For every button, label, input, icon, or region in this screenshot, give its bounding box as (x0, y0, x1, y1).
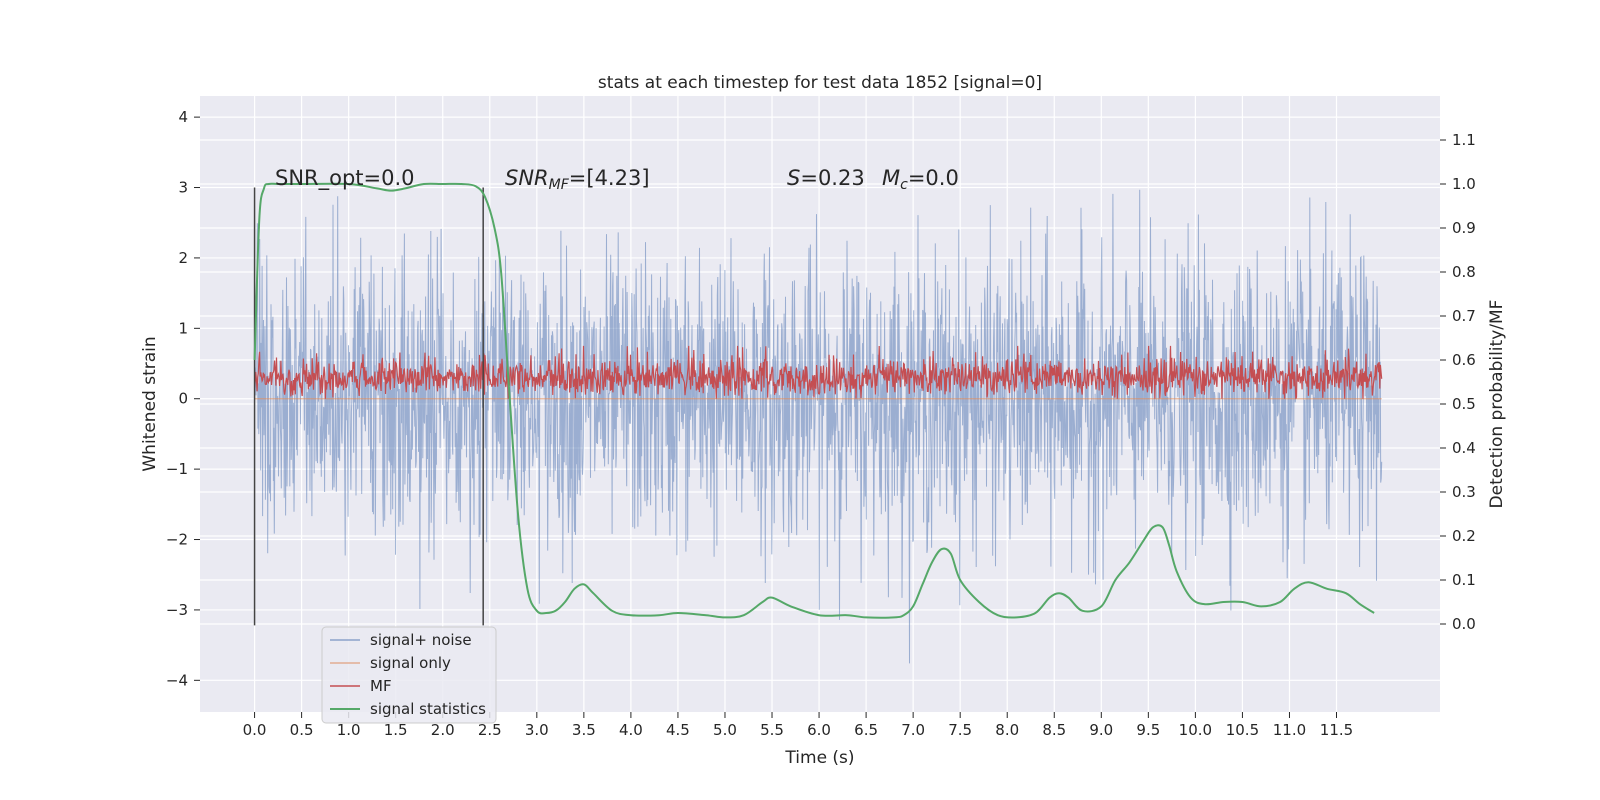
x-tick-label: 11.0 (1273, 721, 1306, 739)
y-right-tick-label: 0.9 (1452, 219, 1476, 237)
legend-label-signal-statistics: signal statistics (370, 700, 486, 718)
x-tick-label: 8.0 (995, 721, 1019, 739)
y-right-tick-label: 0.6 (1452, 351, 1476, 369)
y-right-tick-label: 1.0 (1452, 175, 1476, 193)
x-tick-label: 9.0 (1089, 721, 1113, 739)
y-right-tick-label: 0.0 (1452, 615, 1476, 633)
legend-label-signal-noise: signal+ noise (370, 631, 472, 649)
y-right-tick-label: 0.8 (1452, 263, 1476, 281)
x-tick-label: 11.5 (1320, 721, 1353, 739)
annotation-s-symbol: S (787, 166, 800, 190)
annotation-snr-mf-value: =[4.23] (569, 166, 650, 190)
annotation-s: S=0.23 (787, 166, 865, 190)
x-tick-label: 5.0 (713, 721, 737, 739)
x-tick-label: 7.0 (901, 721, 925, 739)
series-line-signal-noise (254, 189, 1383, 664)
x-tick-label: 7.5 (948, 721, 972, 739)
y-right-tick-label: 0.2 (1452, 527, 1476, 545)
legend-label-signal-only: signal only (370, 654, 451, 672)
y-tick-label: 0 (178, 390, 188, 408)
y-tick-label: −2 (166, 531, 188, 549)
x-axis-ticks: 0.0 0.5 1.0 1.5 2.0 2.5 3.0 3.5 4.0 4.5 5.0 5.5 6.0 6… (243, 712, 1353, 739)
legend: signal+ noise signal only MF signal stat… (321, 626, 497, 724)
y-axis-left-ticks: −4 −3 −2 −1 0 1 2 3 4 (166, 108, 200, 689)
x-tick-label: 6.0 (807, 721, 831, 739)
x-tick-label: 1.0 (337, 721, 361, 739)
x-tick-label: 10.0 (1179, 721, 1212, 739)
y-tick-label: −4 (166, 671, 188, 689)
y-right-tick-label: 0.5 (1452, 395, 1476, 413)
y-tick-label: −1 (166, 460, 188, 478)
annotation-mc-subscript: c (900, 177, 908, 193)
x-tick-label: 3.5 (572, 721, 596, 739)
y-tick-label: 2 (178, 249, 188, 267)
y-axis-label-right: Detection probability/MF (1487, 300, 1507, 509)
x-tick-label: 0.5 (290, 721, 314, 739)
legend-label-mf: MF (370, 677, 392, 695)
x-tick-label: 1.5 (384, 721, 408, 739)
y-right-tick-label: 0.4 (1452, 439, 1476, 457)
annotation-snr-mf-subscript: MF (549, 177, 570, 193)
x-tick-label: 4.5 (666, 721, 690, 739)
x-tick-label: 8.5 (1042, 721, 1066, 739)
y-tick-label: 3 (178, 179, 188, 197)
series-line-signal-statistics (253, 182, 1375, 619)
annotation-snr-mf: SNRMF=[4.23] (505, 166, 650, 193)
annotation-mc-value: =0.0 (908, 166, 959, 190)
x-tick-label: 3.0 (525, 721, 549, 739)
y-axis-right-ticks: 0.0 0.1 0.2 0.3 0.4 0.5 0.6 0.7 0.8 0.9 1.0 1.1 (1440, 131, 1476, 633)
y-tick-label: −3 (166, 601, 188, 619)
x-tick-label: 2.5 (478, 721, 502, 739)
annotation-snr-mf-symbol: SNR (505, 166, 549, 190)
x-tick-label: 5.5 (760, 721, 784, 739)
y-right-tick-label: 1.1 (1452, 131, 1476, 149)
y-tick-label: 4 (178, 108, 188, 126)
y-tick-label: 1 (178, 319, 188, 337)
y-right-tick-label: 0.7 (1452, 307, 1476, 325)
annotation-mc-symbol: M (882, 166, 900, 190)
x-tick-label: 2.0 (431, 721, 455, 739)
x-tick-label: 6.5 (854, 721, 878, 739)
annotation-mc: Mc=0.0 (882, 166, 959, 193)
annotation-snr-opt: SNR_opt=0.0 (275, 166, 415, 191)
x-axis-label: Time (s) (784, 748, 854, 768)
vertical-markers (253, 187, 484, 626)
x-tick-label: 0.0 (243, 721, 267, 739)
x-tick-label: 9.5 (1136, 721, 1160, 739)
y-right-tick-label: 0.3 (1452, 483, 1476, 501)
annotation-s-value: =0.23 (800, 166, 864, 190)
x-tick-label: 10.5 (1226, 721, 1259, 739)
chart-title: stats at each timestep for test data 185… (598, 73, 1042, 93)
series-line-mf (254, 345, 1383, 399)
y-axis-label-left: Whitened strain (140, 336, 160, 471)
y-right-tick-label: 0.1 (1452, 571, 1476, 589)
x-tick-label: 4.0 (619, 721, 643, 739)
legend-box (321, 626, 497, 724)
